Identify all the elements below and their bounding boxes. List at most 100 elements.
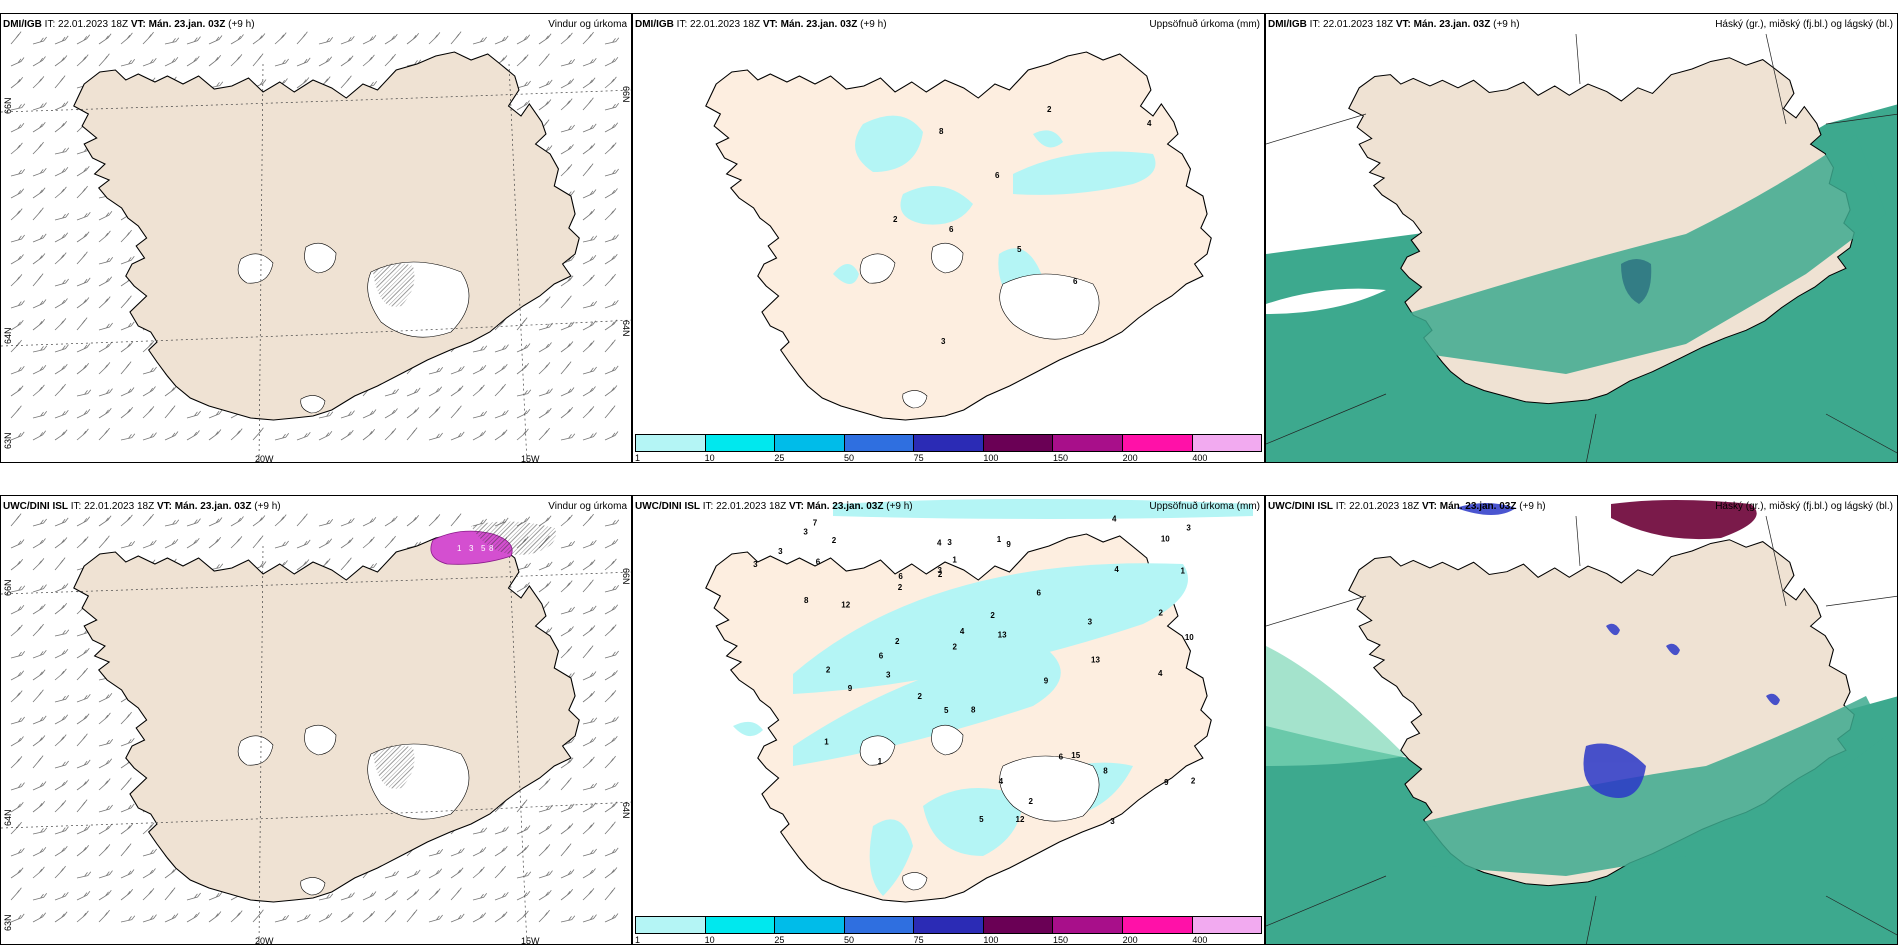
- panel-header: UWC/DINI ISL IT: 22.01.2023 18Z VT: Mán.…: [633, 496, 1264, 518]
- map-panel-dmi-precip: DMI/IGB IT: 22.01.2023 18Z VT: Mán. 23.j…: [632, 13, 1265, 463]
- precip-label: 6: [816, 557, 821, 566]
- wind-barb: [472, 866, 485, 879]
- wind-barb: [98, 388, 113, 397]
- panel-title: Háský (gr.), miðský (fj.bl.) og lágský (…: [1715, 501, 1893, 512]
- wind-barb: [494, 891, 509, 901]
- wind-barb: [54, 629, 70, 637]
- wind-barb: [32, 689, 44, 703]
- wind-barb: [560, 580, 573, 593]
- wind-barb: [274, 915, 290, 923]
- wind-barb: [32, 538, 46, 549]
- wind-barb: [76, 693, 91, 703]
- wind-barb: [54, 75, 66, 89]
- wind-barb: [120, 777, 132, 791]
- wind-barb: [186, 912, 200, 923]
- wind-barb: [208, 911, 222, 923]
- colorbar-segment: [1053, 435, 1123, 451]
- wind-barb: [340, 557, 352, 571]
- wind-barb: [98, 889, 112, 901]
- wind-barb: [32, 755, 44, 769]
- wind-barb: [10, 604, 25, 615]
- wind-barb: [54, 186, 67, 199]
- wind-barb: [10, 76, 24, 89]
- precip-label: 8: [1103, 767, 1108, 776]
- wind-barb: [252, 427, 264, 441]
- wind-barb: [582, 625, 596, 637]
- precip-hatch: [373, 263, 415, 307]
- wind-barb: [516, 100, 530, 111]
- colorbar-tick-label: 200: [1122, 453, 1138, 463]
- wind-barb: [98, 342, 112, 353]
- grid-line-64n: [1, 801, 631, 829]
- glacier-patches: [859, 242, 1100, 409]
- grid-line: [1575, 33, 1581, 85]
- glacier: [300, 877, 326, 896]
- wind-barb: [208, 409, 223, 419]
- wind-barb: [10, 651, 26, 659]
- wind-barb: [362, 428, 376, 441]
- wind-barb: [362, 536, 375, 549]
- wind-barb: [340, 410, 355, 419]
- wind-barb: [76, 733, 88, 747]
- wind-barb: [274, 514, 287, 527]
- lat-label-66n-right: 66N: [621, 86, 631, 103]
- wind-barb: [10, 867, 24, 879]
- wind-barb: [32, 846, 47, 857]
- model-name: UWC/DINI ISL: [3, 501, 68, 512]
- wind-barb: [450, 385, 464, 397]
- wind-barb: [32, 827, 48, 835]
- valid-time: VT: Mán. 23.jan. 03Z: [156, 501, 252, 512]
- wind-barb: [98, 210, 113, 221]
- colorbar-segment: [844, 917, 915, 933]
- wind-barb: [538, 33, 552, 45]
- wind-barb: [560, 803, 575, 813]
- precip-label: 2: [953, 643, 958, 652]
- wind-barb: [604, 142, 617, 155]
- precip-label: 1: [878, 757, 883, 766]
- wind-barb: [120, 59, 136, 67]
- wind-barb: [318, 519, 334, 527]
- colorbar-tick-label: 50: [844, 935, 855, 945]
- wind-barb: [98, 230, 111, 243]
- wind-barb: [32, 603, 46, 615]
- panel-title: Háský (gr.), miðský (fj.bl.) og lágský (…: [1715, 19, 1893, 30]
- wind-barb: [10, 365, 25, 375]
- wind-barb: [516, 54, 529, 67]
- precip-label: 6: [898, 572, 903, 581]
- wind-barb: [10, 513, 22, 527]
- wind-barb: [32, 36, 47, 45]
- cloud-map: [1266, 14, 1897, 462]
- precip-label: 4: [1112, 515, 1117, 524]
- wind-barb: [186, 410, 201, 419]
- wind-barb: [54, 147, 70, 155]
- precip-area: [923, 788, 1023, 856]
- precip-label: 6: [879, 651, 884, 660]
- wind-barb: [54, 891, 69, 901]
- wind-barb: [582, 914, 597, 923]
- wind-barb: [10, 319, 24, 331]
- wind-barb: [98, 692, 113, 703]
- wind-barb: [98, 427, 110, 441]
- colorbar-segment: [775, 435, 845, 451]
- colorbar: [635, 434, 1262, 452]
- valid-time: VT: Mán. 23.jan. 03Z: [762, 19, 858, 30]
- wind-barb: [538, 515, 552, 527]
- mid-cloud: [1621, 259, 1652, 304]
- wind-barb: [538, 407, 552, 419]
- wind-barb: [582, 559, 596, 571]
- wind-barb: [54, 318, 67, 331]
- clear-area: [1266, 288, 1386, 314]
- wind-barb: [494, 363, 508, 375]
- wind-barb: [32, 584, 47, 593]
- wind-barb: [120, 711, 132, 725]
- wind-barb: [10, 142, 23, 155]
- lat-label-66n: 66N: [3, 579, 13, 596]
- lat-label-64n-right: 64N: [621, 320, 631, 337]
- wind-barb: [538, 79, 553, 89]
- wind-barb: [604, 867, 618, 879]
- wind-barb: [98, 804, 113, 813]
- wind-barb: [186, 55, 200, 67]
- wind-barb: [472, 430, 487, 441]
- wind-barb: [120, 406, 134, 419]
- wind-barb: [32, 318, 46, 331]
